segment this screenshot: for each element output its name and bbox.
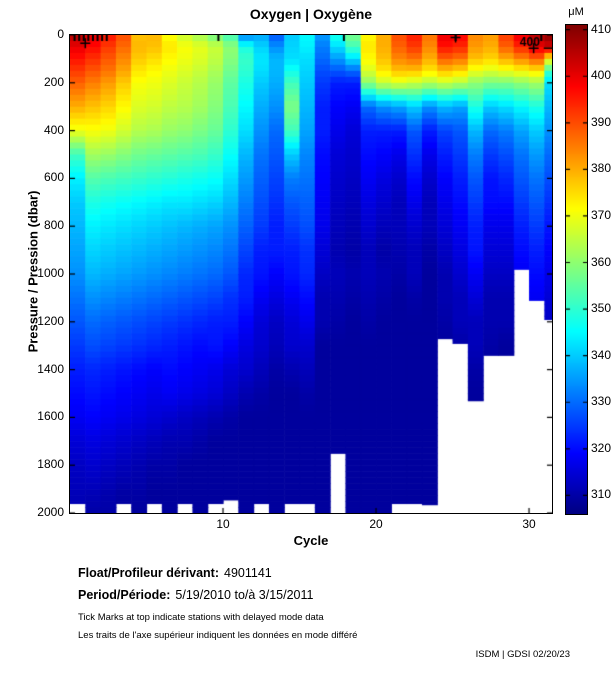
y-tick-label: 1000 xyxy=(37,266,64,280)
period-line: Period/Période: 5/19/2010 to/à 3/15/2011 xyxy=(78,588,313,602)
heatmap-canvas xyxy=(70,35,552,513)
float-value: 4901141 xyxy=(224,566,272,580)
colorbar-tick-label: 400 xyxy=(591,68,611,83)
float-id-line: Float/Profileur dérivant: 4901141 xyxy=(78,566,272,580)
y-tick-label: 0 xyxy=(57,27,64,41)
colorbar-tick-label: 370 xyxy=(591,207,611,222)
y-tick-label: 600 xyxy=(43,170,64,185)
note-french: Les traits de l'axe supérieur indiquent … xyxy=(78,630,358,641)
y-tick-label: 1400 xyxy=(37,361,64,376)
colorbar-tick-label: 340 xyxy=(591,347,611,362)
note-english: Tick Marks at top indicate stations with… xyxy=(78,612,324,623)
credit-text: ISDM | GDSI 02/20/23 xyxy=(475,649,570,660)
colorbar-tick-label: 410 xyxy=(591,21,611,36)
float-label: Float/Profileur dérivant: xyxy=(78,566,219,580)
colorbar-tick-label: 360 xyxy=(591,254,611,269)
period-value: 5/19/2010 to/à 3/15/2011 xyxy=(175,588,314,602)
colorbar-tick-label: 380 xyxy=(591,161,611,176)
y-tick-label: 1800 xyxy=(37,457,64,472)
chart-title: Oxygen | Oxygène xyxy=(249,6,373,22)
x-tick-label: 30 xyxy=(522,517,536,531)
y-tick-label: 1200 xyxy=(37,313,64,328)
colorbar-canvas xyxy=(566,25,587,514)
y-tick-label: 200 xyxy=(43,74,64,89)
colorbar-tick-label: 330 xyxy=(591,394,611,409)
colorbar-unit-label: μM xyxy=(568,6,584,18)
x-tick-label: 20 xyxy=(369,517,383,531)
colorbar xyxy=(565,24,588,515)
colorbar-tick-label: 310 xyxy=(591,487,611,502)
colorbar-tick-label: 350 xyxy=(591,301,611,316)
colorbar-tick-label: 390 xyxy=(591,114,611,129)
x-tick-label: 10 xyxy=(216,517,230,531)
heatmap-plot-area xyxy=(69,34,553,514)
colorbar-tick-label: 320 xyxy=(591,440,611,455)
y-tick-label: 400 xyxy=(43,122,64,137)
y-tick-label: 2000 xyxy=(37,505,64,519)
y-tick-label: 1600 xyxy=(37,409,64,424)
y-tick-label: 800 xyxy=(43,218,64,233)
period-label: Period/Période: xyxy=(78,588,171,602)
x-axis-label: Cycle xyxy=(293,533,329,548)
